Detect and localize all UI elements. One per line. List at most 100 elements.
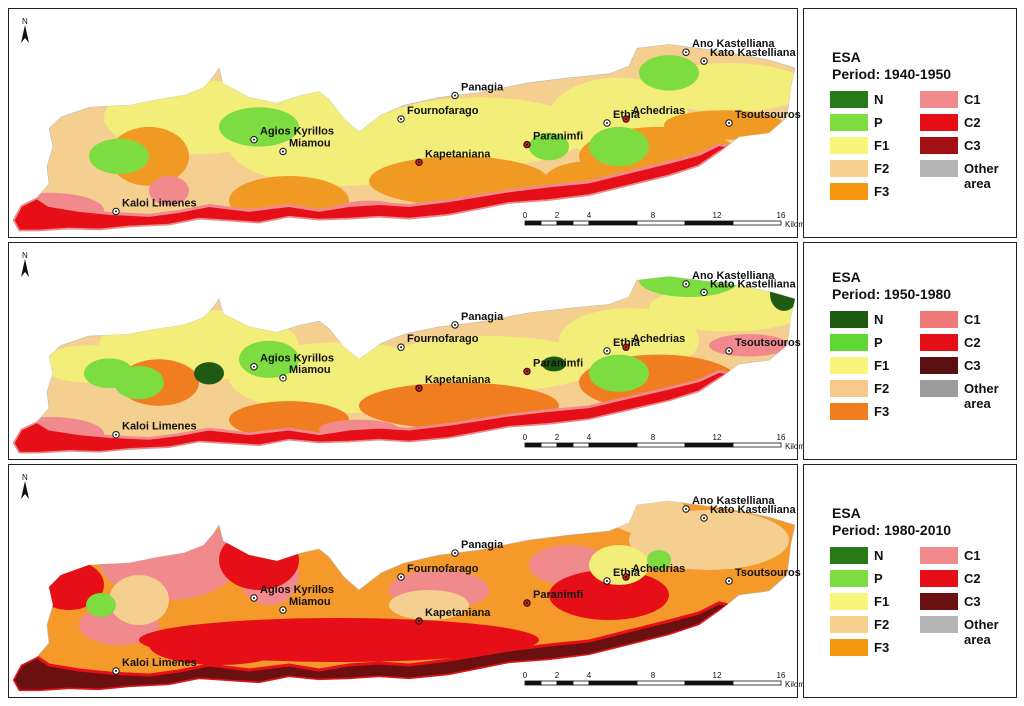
legend-label: F1 — [874, 138, 890, 153]
scale-bar: 02481216Kilometers — [523, 671, 823, 689]
town-label: Panagia — [461, 539, 504, 551]
legend-swatch — [830, 114, 868, 131]
esa-zone — [219, 530, 299, 590]
legend-frame-1950-1980: ESA Period: 1950-1980 N P F1 F2 F3 C1 C2 C3 Other … — [803, 242, 1017, 460]
scale-tick-label: 16 — [777, 671, 786, 680]
scale-tick-label: 8 — [651, 433, 656, 442]
legend-swatch — [920, 380, 958, 397]
legend-swatch — [830, 160, 868, 177]
town-label: Kaloi Limenes — [122, 421, 197, 433]
legend-period: Period: 1950-1980 — [832, 286, 952, 302]
esa-zone — [639, 55, 699, 91]
town-label: Miamou — [289, 364, 331, 376]
legend-label: N — [874, 548, 884, 563]
town-label: Miamou — [289, 596, 331, 608]
esa-zone — [149, 176, 189, 206]
legend-label: F1 — [874, 358, 890, 373]
legend-label: P — [874, 571, 883, 586]
town-label: Miamou — [289, 137, 331, 149]
legend-swatch — [920, 114, 958, 131]
town-label: Ano Kastelliana — [692, 38, 775, 50]
town-label: Kapetaniana — [425, 374, 491, 386]
esa-zone — [609, 501, 689, 535]
esa-zone — [389, 590, 469, 620]
esa-zone — [647, 550, 671, 570]
legend-title: ESA Period: 1980-2010 — [832, 505, 951, 539]
esa-zone — [89, 138, 149, 175]
town-label: Ano Kastelliana — [692, 495, 775, 507]
legend-label: C1 — [964, 92, 981, 107]
legend-swatch — [920, 593, 958, 610]
legend-swatch — [830, 593, 868, 610]
legend-label: Other area — [964, 161, 999, 191]
esa-zone — [379, 336, 599, 392]
town-label: Ano Kastelliana — [692, 270, 775, 282]
legend-label: C2 — [964, 115, 981, 130]
scale-tick-label: 8 — [651, 211, 656, 220]
legend-swatch — [920, 137, 958, 154]
legend-label: Other area — [964, 617, 999, 647]
town-label: Tsoutsouros — [735, 567, 801, 579]
town-label: Paranimfi — [533, 357, 583, 369]
legend-frame-1980-2010: ESA Period: 1980-2010 N P F1 F2 F3 C1 C2 C3 Other … — [803, 464, 1017, 698]
esa-zone — [589, 545, 649, 585]
scale-tick-label: 12 — [713, 433, 722, 442]
legend-label: C3 — [964, 358, 981, 373]
legend-label: C1 — [964, 548, 981, 563]
town-label: Ethia — [613, 337, 641, 349]
north-arrow-icon: N — [21, 17, 29, 43]
legend-swatch — [920, 311, 958, 328]
legend-title: ESA Period: 1940-1950 — [832, 49, 951, 83]
legend-label: N — [874, 312, 884, 327]
scale-tick-label: 4 — [587, 211, 592, 220]
legend-period: Period: 1980-2010 — [832, 522, 952, 538]
legend-swatch — [830, 91, 868, 108]
esa-zone — [114, 365, 164, 400]
legend-title: ESA Period: 1950-1980 — [832, 269, 951, 303]
town-label: Achedrias — [632, 333, 685, 345]
legend-label: F2 — [874, 161, 890, 176]
town-label: Tsoutsouros — [735, 337, 801, 349]
legend-swatch — [830, 183, 868, 200]
legend-label: Other area — [964, 381, 999, 411]
scale-tick-label: 2 — [555, 671, 560, 680]
legend-swatch — [920, 334, 958, 351]
town-label: Achedrias — [632, 105, 685, 117]
town-label: Kapetaniana — [425, 148, 491, 160]
legend-swatch — [920, 357, 958, 374]
legend-label: F3 — [874, 404, 890, 419]
esa-zone — [639, 276, 739, 297]
scale-tick-label: 8 — [651, 671, 656, 680]
scale-tick-label: 0 — [523, 211, 528, 220]
north-label: N — [22, 17, 28, 26]
town-label: Kato Kastelliana — [710, 47, 796, 59]
legend-heading: ESA — [832, 269, 861, 285]
town-label: Kaloi Limenes — [122, 197, 197, 209]
legend-swatch — [920, 570, 958, 587]
legend-heading: ESA — [832, 49, 861, 65]
scale-tick-label: 0 — [523, 671, 528, 680]
esa-zone — [589, 354, 649, 392]
legend-swatch — [830, 403, 868, 420]
legend-period: Period: 1940-1950 — [832, 66, 952, 82]
legend-swatch — [830, 570, 868, 587]
town-label: Panagia — [461, 311, 504, 323]
town-label: Agios Kyrillos — [260, 584, 334, 596]
town-label: Ethia — [613, 109, 641, 121]
legend-label: C1 — [964, 312, 981, 327]
north-arrow-icon: N — [21, 251, 29, 277]
scale-bar: 02481216Kilometers — [523, 211, 823, 229]
legend-swatch — [830, 547, 868, 564]
town-label: Ethia — [613, 567, 641, 579]
scale-bar: 02481216Kilometers — [523, 433, 823, 451]
esa-zone — [194, 362, 224, 385]
scale-tick-label: 16 — [777, 211, 786, 220]
town-label: Fournofarago — [407, 105, 479, 117]
legend-label: P — [874, 115, 883, 130]
esa-zone — [542, 356, 566, 372]
legend-heading: ESA — [832, 505, 861, 521]
esa-zone — [549, 570, 669, 620]
legend-swatch — [920, 91, 958, 108]
